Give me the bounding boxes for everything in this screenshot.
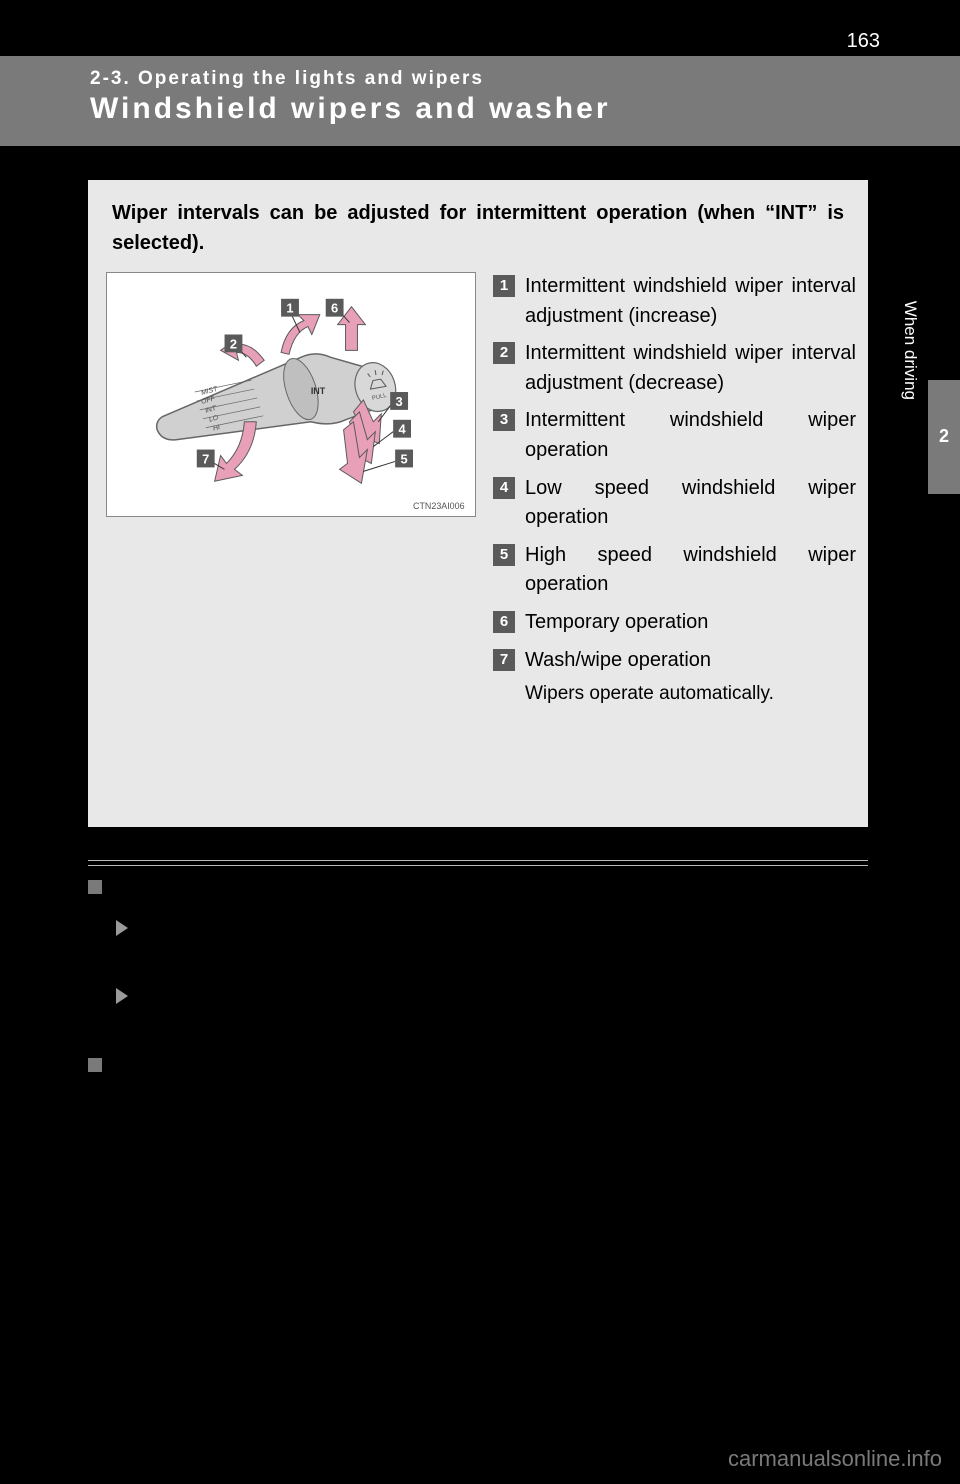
intro-paragraph: Wiper intervals can be adjusted for inte…	[112, 198, 844, 258]
list-item-7: 7 Wash/wipe operation	[493, 646, 856, 676]
triangle-bullet-icon	[116, 988, 128, 1004]
wiper-stalk-diagram: PULL INT MIST OFF INT LO HI	[106, 272, 476, 517]
page-header: 2-3. Operating the lights and wipers Win…	[0, 56, 960, 146]
arrow-1	[281, 315, 320, 355]
svg-text:7: 7	[202, 451, 209, 466]
svg-text:5: 5	[400, 451, 407, 466]
page-number: 163	[847, 30, 880, 53]
section-divider	[88, 860, 868, 861]
num-box-2: 2	[493, 342, 515, 364]
list-item-4: 4 Low speed windshield wiper operation	[493, 474, 856, 533]
int-knob-label: INT	[311, 386, 326, 396]
svg-text:4: 4	[398, 422, 406, 437]
svg-text:6: 6	[331, 301, 338, 316]
callout-1: 1	[281, 299, 300, 333]
svg-text:1: 1	[286, 301, 293, 316]
list-text-3: Intermittent windshield wiper operation	[525, 406, 856, 465]
callout-6: 6	[326, 299, 350, 323]
side-tab-chapter-label: When driving	[900, 301, 920, 400]
square-bullet-icon	[88, 880, 102, 894]
num-box-1: 1	[493, 275, 515, 297]
list-text-5: High speed windshield wiper operation	[525, 541, 856, 600]
side-tab-chapter-number: 2	[928, 426, 960, 447]
watermark: carmanualsonline.info	[728, 1446, 942, 1472]
list-item-2: 2 Intermittent windshield wiper interval…	[493, 339, 856, 398]
section-divider	[88, 865, 868, 866]
square-bullet-icon	[88, 1058, 102, 1072]
content-box: Wiper intervals can be adjusted for inte…	[88, 180, 868, 827]
list-item-5: 5 High speed windshield wiper operation	[493, 541, 856, 600]
list-text-4: Low speed windshield wiper operation	[525, 474, 856, 533]
list-item-1: 1 Intermittent windshield wiper interval…	[493, 272, 856, 331]
callout-list: 1 Intermittent windshield wiper interval…	[493, 272, 856, 705]
diagram-svg: PULL INT MIST OFF INT LO HI	[107, 273, 475, 516]
list-text-2: Intermittent windshield wiper interval a…	[525, 339, 856, 398]
svg-text:2: 2	[230, 336, 237, 351]
list-item-3: 3 Intermittent windshield wiper operatio…	[493, 406, 856, 465]
svg-text:3: 3	[396, 394, 403, 409]
side-chapter-tab: 2	[928, 380, 960, 494]
num-box-7: 7	[493, 649, 515, 671]
section-number: 2-3. Operating the lights and wipers	[90, 68, 960, 90]
list-text-1: Intermittent windshield wiper interval a…	[525, 272, 856, 331]
list-text-6: Temporary operation	[525, 608, 856, 638]
num-box-4: 4	[493, 477, 515, 499]
list-text-7: Wash/wipe operation	[525, 646, 856, 676]
triangle-bullet-icon	[116, 920, 128, 936]
diagram-code: CTN23AI006	[413, 501, 465, 511]
list-item-6: 6 Temporary operation	[493, 608, 856, 638]
num-box-6: 6	[493, 611, 515, 633]
num-box-5: 5	[493, 544, 515, 566]
num-box-3: 3	[493, 409, 515, 431]
section-title: Windshield wipers and washer	[90, 92, 960, 126]
list-note: Wipers operate automatically.	[525, 683, 856, 705]
